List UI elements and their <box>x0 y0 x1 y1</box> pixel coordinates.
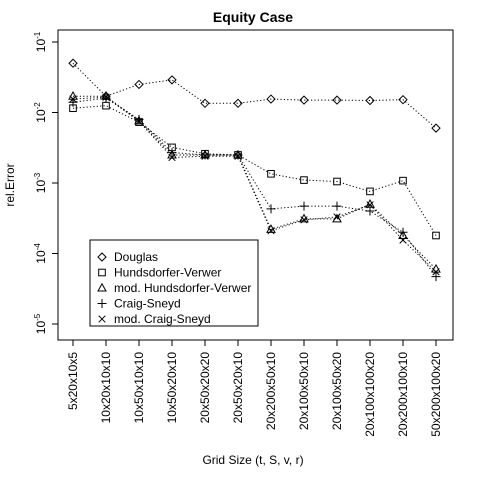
legend-marker-mod-hundsdorfer-verwer <box>97 282 107 292</box>
data-point-craig-sneyd <box>365 206 375 216</box>
data-point-douglas <box>398 94 408 105</box>
x-tick-label: 20x100x50x20 <box>330 352 344 430</box>
data-point-craig-sneyd <box>167 148 177 158</box>
data-point-craig-sneyd <box>332 201 342 211</box>
data-point-hundsdorfer-verwer <box>267 170 275 178</box>
data-point-craig-sneyd <box>398 227 408 237</box>
legend-marker-douglas <box>97 252 107 262</box>
chart-title: Equity Case <box>213 9 293 25</box>
legend-marker-craig-sneyd <box>97 299 107 308</box>
series-mod-craig-sneyd <box>69 93 440 276</box>
legend-label-hundsdorfer-verwer: Hundsdorfer-Verwer <box>114 266 221 280</box>
data-point-hundsdorfer-verwer <box>432 231 440 240</box>
y-axis-title: rel.Error <box>3 163 17 206</box>
data-point-mod-craig-sneyd <box>300 216 308 224</box>
data-point-mod-craig-sneyd <box>102 93 110 101</box>
data-point-mod-hundsdorfer-verwer <box>299 213 309 223</box>
legend-label-mod-hundsdorfer-verwer: mod. Hundsdorfer-Verwer <box>114 281 251 295</box>
x-tick-label: 10x50x20x10 <box>165 352 179 424</box>
data-point-craig-sneyd <box>233 150 243 160</box>
legend-box <box>89 239 259 327</box>
data-point-mod-craig-sneyd <box>69 95 77 103</box>
y-tick-label: 10-5 <box>33 313 48 334</box>
data-point-douglas <box>431 123 441 133</box>
data-point-mod-hundsdorfer-verwer <box>332 213 342 223</box>
x-tick-label: 5x20x10x5 <box>66 352 80 410</box>
series-craig-sneyd <box>68 93 441 282</box>
x-axis-title: Grid Size (t, S, v, r) <box>202 453 303 467</box>
data-point-hundsdorfer-verwer <box>300 176 308 184</box>
data-point-hundsdorfer-verwer <box>366 187 374 196</box>
y-tick-label: 10-4 <box>33 243 48 264</box>
series-line-douglas <box>72 62 437 129</box>
data-point-douglas <box>332 95 342 105</box>
series-douglas <box>68 58 441 133</box>
legend-marker-mod-craig-sneyd <box>98 315 106 323</box>
legend-label-mod-craig-sneyd: mod. Craig-Sneyd <box>114 312 211 326</box>
x-tick-label: 20x50x20x20 <box>198 352 212 424</box>
y-tick-label: 10-3 <box>33 172 48 193</box>
x-tick-label: 10x20x10x10 <box>99 352 113 424</box>
data-point-mod-craig-sneyd <box>432 268 440 276</box>
data-point-douglas <box>68 58 78 68</box>
data-point-douglas <box>266 94 276 104</box>
y-tick-label: 10-1 <box>33 31 48 52</box>
series-hundsdorfer-verwer <box>69 101 440 240</box>
data-point-hundsdorfer-verwer <box>399 176 407 185</box>
series-line-craig-sneyd <box>72 97 437 277</box>
data-point-mod-craig-sneyd <box>201 152 209 160</box>
x-tick-label: 20x100x100x20 <box>363 352 377 437</box>
data-point-mod-craig-sneyd <box>333 213 341 221</box>
data-point-craig-sneyd <box>431 272 441 282</box>
data-point-douglas <box>365 95 375 106</box>
data-point-craig-sneyd <box>200 150 210 160</box>
data-point-douglas <box>200 98 210 109</box>
data-point-mod-craig-sneyd <box>399 236 407 244</box>
series-line-mod-hundsdorfer-verwer <box>73 95 437 270</box>
data-point-craig-sneyd <box>266 204 276 214</box>
series-line-mod-craig-sneyd <box>72 96 437 273</box>
data-point-craig-sneyd <box>101 93 111 103</box>
axis-layer: 5x20x10x5 10x20x10x10 10x50x10x10 10x50x20x… <box>33 31 443 437</box>
x-tick-label: 20x200x50x10 <box>264 352 278 430</box>
legend-label-craig-sneyd: Craig-Sneyd <box>114 297 181 311</box>
data-point-douglas <box>134 79 144 90</box>
series-layer <box>68 58 441 282</box>
data-point-mod-hundsdorfer-verwer <box>365 198 375 208</box>
x-tick-label: 50x200x100x20 <box>429 352 443 437</box>
legend-label-douglas: Douglas <box>114 250 158 264</box>
data-point-mod-craig-sneyd <box>234 152 242 160</box>
data-point-mod-craig-sneyd <box>366 201 374 209</box>
data-point-craig-sneyd <box>299 201 309 211</box>
data-point-craig-sneyd <box>134 114 144 124</box>
y-tick-label: 10-2 <box>33 102 48 123</box>
data-point-douglas <box>233 98 243 109</box>
data-point-douglas <box>167 75 177 85</box>
x-tick-label: 20x200x100x10 <box>396 352 410 437</box>
data-point-mod-craig-sneyd <box>168 153 176 162</box>
data-point-mod-craig-sneyd <box>267 227 275 235</box>
data-point-douglas <box>299 95 309 105</box>
x-tick-label: 10x50x10x10 <box>132 352 146 424</box>
data-point-hundsdorfer-verwer <box>333 177 341 186</box>
x-tick-label: 20x50x20x10 <box>231 352 245 424</box>
x-tick-label: 20x100x50x10 <box>297 352 311 430</box>
series-line-hundsdorfer-verwer <box>72 105 437 236</box>
legend-marker-hundsdorfer-verwer <box>98 268 106 277</box>
data-point-mod-hundsdorfer-verwer <box>398 230 408 240</box>
data-point-mod-craig-sneyd <box>135 117 143 125</box>
